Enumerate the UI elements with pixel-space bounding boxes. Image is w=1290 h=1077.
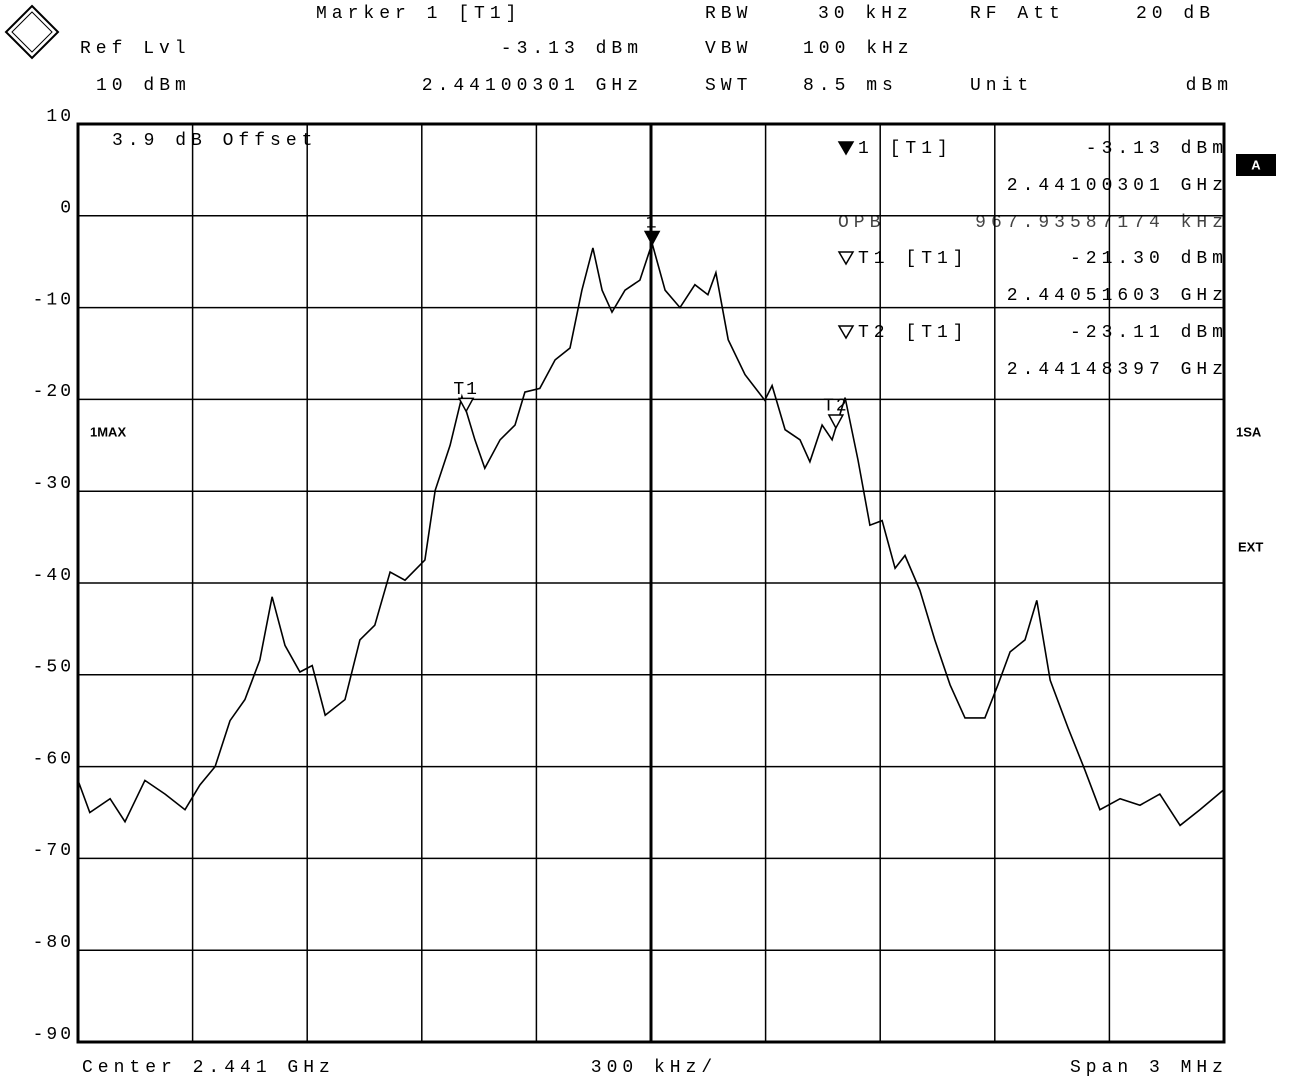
header-value: 8.5 ms — [803, 76, 898, 96]
plot-frame — [76, 122, 1226, 1044]
logo — [4, 4, 60, 60]
marker-symbol — [457, 397, 475, 413]
y-tick-label: -80 — [33, 933, 74, 953]
footer-span: Span 3 MHz — [1070, 1058, 1228, 1077]
y-tick-label: 0 — [60, 199, 74, 219]
y-tick-label: 10 — [46, 107, 74, 127]
header-value: 100 kHz — [803, 39, 914, 59]
header-value: 10 dBm — [96, 76, 191, 96]
marker-symbol — [643, 230, 661, 247]
marker-label: 1 — [646, 213, 659, 233]
trace-label: 1MAX — [90, 424, 126, 439]
y-tick-label: -60 — [33, 749, 74, 769]
header-value: -3.13 dBm — [501, 39, 643, 59]
trace — [77, 240, 1225, 827]
y-tick-label: -50 — [33, 658, 74, 678]
header-label: RF Att — [970, 4, 1065, 24]
y-tick-label: -90 — [33, 1025, 74, 1045]
readout-label: T1 [T1] — [858, 249, 969, 269]
y-tick-label: -20 — [33, 382, 74, 402]
readout-symbol — [837, 325, 855, 340]
header-value: dBm — [1186, 76, 1233, 96]
marker-label: T1 — [453, 380, 479, 400]
y-tick-label: -70 — [33, 841, 74, 861]
sweep-label: 1SA — [1236, 424, 1262, 439]
readout-value: -21.30 dBm — [1070, 249, 1228, 269]
readout-symbol — [837, 141, 855, 156]
header-label: RBW — [705, 4, 752, 24]
header-value: 30 kHz — [818, 4, 913, 24]
readout-value: -3.13 dBm — [1086, 139, 1228, 159]
readout-label: 1 [T1] — [858, 139, 953, 159]
readout-freq: 2.44051603 GHz — [1007, 286, 1228, 306]
opb-label: OPB — [838, 213, 885, 233]
opb-value: 967.93587174 kHz — [975, 213, 1228, 233]
annotation: 3.9 dB Offset — [112, 131, 317, 151]
readout-freq: 2.44100301 GHz — [1007, 176, 1228, 196]
y-tick-label: -40 — [33, 566, 74, 586]
readout-freq: 2.44148397 GHz — [1007, 360, 1228, 380]
y-tick-label: -10 — [33, 290, 74, 310]
marker-label: T2 — [823, 397, 849, 417]
trigger-label: EXT — [1238, 539, 1263, 554]
logo-inner — [11, 11, 53, 53]
screen-badge — [1236, 154, 1276, 176]
header-label: Ref Lvl — [80, 39, 191, 59]
header-label: VBW — [705, 39, 752, 59]
marker-symbol — [827, 414, 845, 430]
readout-label: T2 [T1] — [858, 323, 969, 343]
readout-symbol — [837, 251, 855, 266]
readout-value: -23.11 dBm — [1070, 323, 1228, 343]
header-label: Unit — [970, 76, 1033, 96]
header-marker: Marker 1 [T1] — [316, 4, 521, 24]
footer-center: Center 2.441 GHz — [82, 1058, 335, 1077]
screen-label: A — [1251, 157, 1261, 172]
header-value: 2.44100301 GHz — [422, 76, 643, 96]
y-tick-label: -30 — [33, 474, 74, 494]
header-label: SWT — [705, 76, 752, 96]
footer-per-div: 300 kHz/ — [591, 1058, 717, 1077]
header-value: 20 dB — [1136, 4, 1215, 24]
